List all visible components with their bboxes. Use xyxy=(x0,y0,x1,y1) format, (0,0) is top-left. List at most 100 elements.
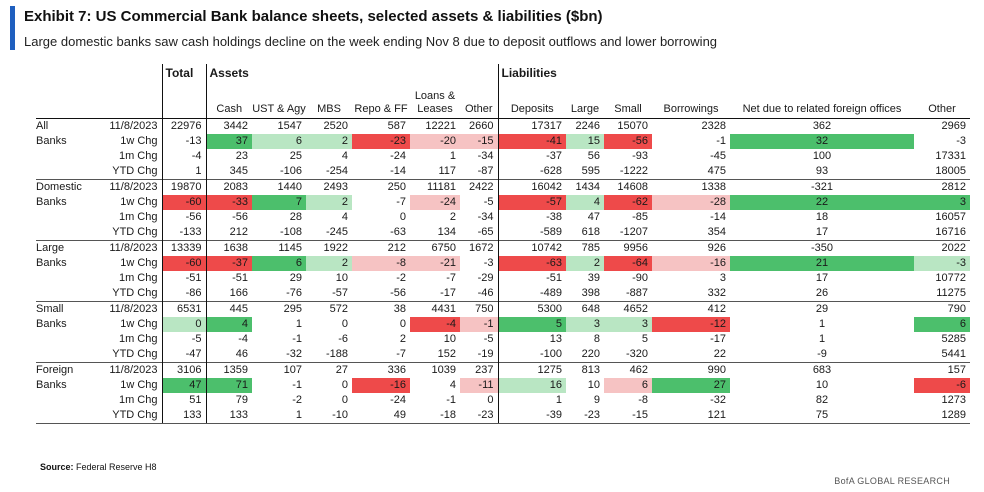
row-label: 1w Chg xyxy=(120,379,158,391)
table-cell: -13 xyxy=(161,134,206,149)
table-cell: -14 xyxy=(710,211,726,223)
table-cell: -19 xyxy=(477,348,494,360)
table-cell: 1440 xyxy=(252,179,306,195)
table-cell: 32 xyxy=(730,134,914,149)
group-label-empty xyxy=(36,225,82,241)
table-cell: -12 xyxy=(652,317,730,332)
table-cell: 1275 xyxy=(497,362,566,378)
table-cell: 1359 xyxy=(205,362,252,378)
table-cell: -56 xyxy=(161,210,206,225)
table-cell: -320 xyxy=(625,348,648,360)
table-cell: 1434 xyxy=(566,179,604,195)
table-cell: 17331 xyxy=(935,150,966,162)
table-cell: 46 xyxy=(205,347,252,363)
group-label-line1: Large xyxy=(36,240,82,256)
table-cell: -489 xyxy=(497,286,566,302)
group-label-empty xyxy=(36,210,82,225)
table-cell: 9956 xyxy=(604,240,652,256)
table-cell: 362 xyxy=(730,118,914,134)
table-cell: 15070 xyxy=(604,118,652,134)
table-cell: -60 xyxy=(161,256,206,271)
table-cell: -15 xyxy=(460,134,498,149)
table-cell: 2246 xyxy=(566,118,604,134)
table-cell: 2328 xyxy=(652,118,730,134)
table-cell: -628 xyxy=(497,164,566,180)
col-header-large: Large xyxy=(566,82,604,119)
table-cell: 1672 xyxy=(460,240,498,256)
table-cell: -65 xyxy=(477,226,494,238)
table-cell: 22 xyxy=(730,195,914,210)
table-cell: 1 xyxy=(295,318,302,330)
table-cell: 2969 xyxy=(914,118,970,134)
table-cell: 1039 xyxy=(410,362,460,378)
group-label-empty xyxy=(36,286,82,302)
row-label: 1m Chg xyxy=(118,272,158,284)
table-cell: 15 xyxy=(566,134,604,149)
table-cell: 2 xyxy=(399,333,406,345)
table-cell: 28 xyxy=(289,211,302,223)
table-cell: -10 xyxy=(306,408,352,424)
table-cell: -254 xyxy=(325,165,348,177)
exhibit-subtitle: Large domestic banks saw cash holdings d… xyxy=(24,34,718,49)
table-cell: 648 xyxy=(566,301,604,317)
table-cell: -14 xyxy=(390,165,406,177)
table-cell: -23 xyxy=(566,408,604,424)
table-cell: -85 xyxy=(632,211,648,223)
group-label-line2: Banks xyxy=(36,257,67,269)
table-cell: -90 xyxy=(632,272,648,284)
table-cell: -5 xyxy=(161,332,206,347)
table-cell: -9 xyxy=(817,348,827,360)
table-cell: 295 xyxy=(252,301,306,317)
table-cell: 2 xyxy=(306,256,352,271)
table-cell: 166 xyxy=(205,286,252,302)
table-cell: -37 xyxy=(497,149,566,164)
table-cell: -3 xyxy=(956,135,966,147)
table-cell: 0 xyxy=(399,211,406,223)
table-cell: -33 xyxy=(205,195,252,210)
table-cell: -1207 xyxy=(619,226,648,238)
table-cell: 790 xyxy=(914,301,970,317)
table-cell: 17 xyxy=(815,272,829,284)
table-cell: 38 xyxy=(352,301,410,317)
group-label-line2: Banks xyxy=(36,318,67,330)
table-cell: 445 xyxy=(205,301,252,317)
table-cell: 25 xyxy=(289,150,302,162)
table-row: YTD Chg -133 212 -108 -245 -63 134 -65 -589 618 -1… xyxy=(36,225,970,241)
col-header-other-liabilities: Other xyxy=(914,82,970,119)
table-cell: 0 xyxy=(399,318,406,330)
header-row-groups: Total Assets Liabilities xyxy=(36,64,970,82)
table-cell: -38 xyxy=(497,210,566,225)
table-cell: 1547 xyxy=(252,118,306,134)
table-cell: -4 xyxy=(410,317,460,332)
table-cell: 152 xyxy=(437,348,456,360)
table-cell: -56 xyxy=(390,287,406,299)
table-cell: 10772 xyxy=(935,272,966,284)
group-label-line2: Banks xyxy=(36,379,67,391)
group-label-line1: Domestic xyxy=(36,179,82,195)
table-cell: 2422 xyxy=(460,179,498,195)
table-cell: 27 xyxy=(652,378,730,393)
table-cell: -8 xyxy=(352,256,410,271)
brand-footer: BofA GLOBAL RESEARCH xyxy=(834,476,950,486)
table-cell: 4 xyxy=(449,379,456,391)
table-cell: -51 xyxy=(205,271,252,286)
table-row: Banks 1w Chg 0 4 1 0 0 -4 -1 5 3 3 -12 1 6 xyxy=(36,317,970,332)
table-cell: 8 xyxy=(593,333,600,345)
table-cell: 39 xyxy=(587,272,600,284)
table-cell: -32 xyxy=(286,348,302,360)
table-cell: -32 xyxy=(710,394,726,406)
table-cell: 82 xyxy=(815,394,829,406)
table-cell: 990 xyxy=(652,362,730,378)
group-label-line1: Small xyxy=(36,301,82,317)
table-cell: 100 xyxy=(812,150,832,162)
table-cell: 212 xyxy=(205,225,252,241)
table-cell: 17 xyxy=(815,226,829,238)
row-label: 1m Chg xyxy=(118,333,158,345)
table-cell: 4 xyxy=(566,195,604,210)
table-cell: -63 xyxy=(497,256,566,271)
table-cell: -45 xyxy=(710,150,726,162)
table-cell: 2 xyxy=(566,256,604,271)
row-label: YTD Chg xyxy=(82,408,162,424)
table-cell: 6 xyxy=(604,378,652,393)
col-header-deposits: Deposits xyxy=(497,82,566,119)
